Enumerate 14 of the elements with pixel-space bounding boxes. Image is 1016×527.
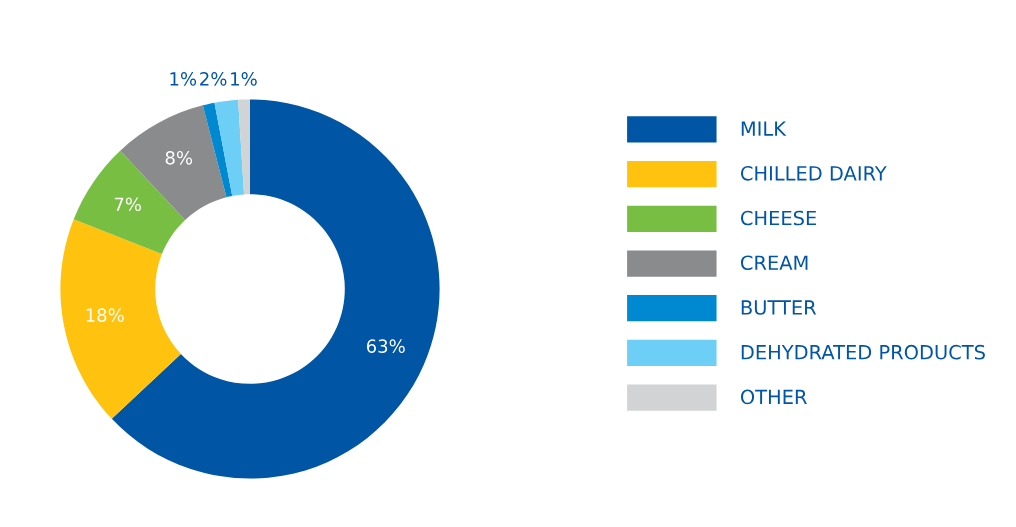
legend-label: CHEESE: [740, 210, 817, 226]
legend-label: MILK: [741, 121, 787, 136]
data-label: 2%: [200, 72, 227, 86]
legend-label: CREAM: [740, 255, 808, 271]
legend-label: OTHER: [740, 389, 807, 405]
legend-label: BUTTER: [741, 300, 817, 315]
data-label: 18%: [86, 308, 124, 322]
legend-label: DEHYDRATED PRODUCTS: [741, 344, 985, 360]
data-label: 1%: [170, 72, 197, 86]
data-label: 7%: [114, 197, 142, 212]
data-label: 8%: [165, 150, 193, 165]
data-label: 1%: [231, 72, 257, 86]
legend-label: CHILLED DAIRY: [740, 165, 887, 181]
data-label: 63%: [366, 339, 405, 353]
